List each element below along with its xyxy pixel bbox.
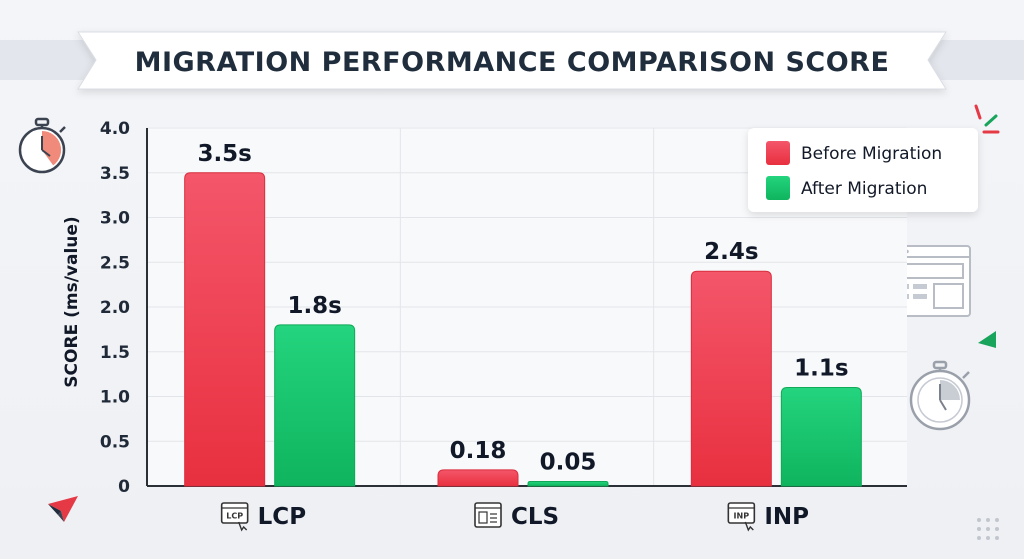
bars xyxy=(184,172,862,487)
y-tick-label: 3.0 xyxy=(100,209,130,229)
y-tick-label: 4.0 xyxy=(100,119,130,139)
data-labels: 3.5s 1.8s 0.18 0.05 2.4s 1.1s xyxy=(197,141,848,476)
timer-icon xyxy=(909,360,971,431)
sparkle-accent xyxy=(974,104,1000,134)
category-label-inp: INP xyxy=(764,504,809,530)
data-label-cls-after: 0.05 xyxy=(540,450,597,476)
y-tick-labels: 0 0.5 1.0 1.5 2.0 2.5 3.0 3.5 4.0 xyxy=(100,119,130,497)
data-label-inp-before: 2.4s xyxy=(704,239,758,265)
icon-text: INP xyxy=(734,512,750,521)
bar-cls-before xyxy=(437,469,519,487)
y-tick-label: 2.0 xyxy=(100,298,130,318)
category-label-cls: CLS xyxy=(511,504,559,530)
legend xyxy=(748,128,978,212)
dot-grid-accent xyxy=(977,518,999,540)
cursor-mark xyxy=(238,521,248,532)
y-tick-label: 3.5 xyxy=(100,164,130,184)
y-axis-label: SCORE (ms/value) xyxy=(62,216,82,387)
icon-block xyxy=(478,511,488,524)
y-tick-label: 2.5 xyxy=(100,253,130,273)
bar-cls-after xyxy=(527,481,609,487)
category-label-lcp: LCP xyxy=(258,504,306,530)
y-tick-label: 1.5 xyxy=(100,343,130,363)
bar-inp-before xyxy=(690,270,772,487)
data-label-inp-after: 1.1s xyxy=(794,356,848,382)
data-label-cls-before: 0.18 xyxy=(450,438,507,464)
paper-plane-icon xyxy=(48,496,78,522)
icon-frame xyxy=(474,502,502,528)
chart-title: MIGRATION PERFORMANCE COMPARISON SCORE xyxy=(135,47,890,78)
green-triangle-accent xyxy=(978,331,996,348)
x-category-labels: LCP LCP CLS INP INP xyxy=(220,502,809,532)
y-tick-label: 1.0 xyxy=(100,388,130,408)
y-tick-label: 0.5 xyxy=(100,432,130,452)
bar-inp-after xyxy=(780,387,862,487)
legend-swatch-after xyxy=(766,176,790,200)
legend-swatch-before xyxy=(766,141,790,165)
bar-lcp-after xyxy=(274,324,356,487)
stopwatch-icon xyxy=(18,117,66,174)
data-label-lcp-after: 1.8s xyxy=(287,293,341,319)
bar-lcp-before xyxy=(184,172,266,487)
cls-icon xyxy=(474,502,502,528)
cursor-mark xyxy=(744,521,754,532)
legend-label-after: After Migration xyxy=(801,179,927,199)
inp-icon: INP xyxy=(727,502,756,532)
icon-text: LCP xyxy=(226,512,243,521)
data-label-lcp-before: 3.5s xyxy=(197,141,251,167)
legend-label-before: Before Migration xyxy=(801,144,942,164)
lcp-icon: LCP xyxy=(220,502,249,532)
axes xyxy=(146,128,907,487)
y-tick-label: 0 xyxy=(118,477,130,497)
title-banner xyxy=(77,31,947,90)
